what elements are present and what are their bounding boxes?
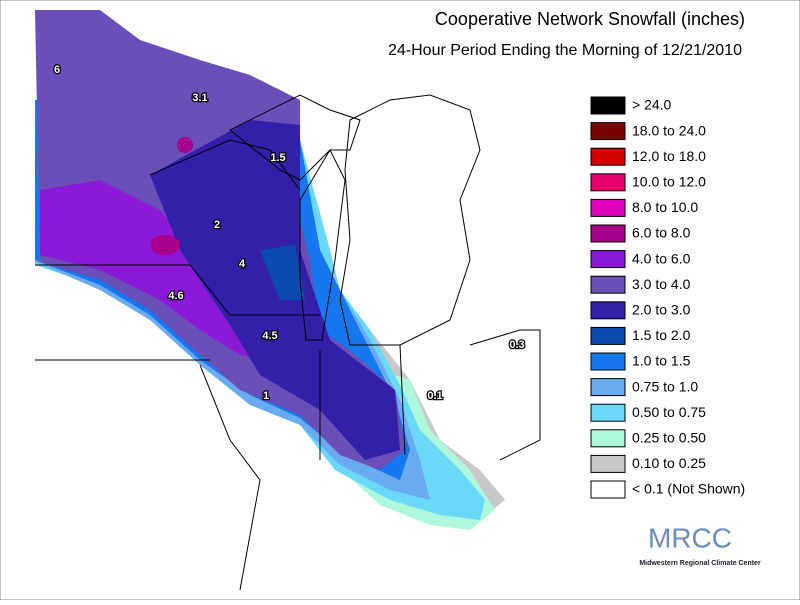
- legend-label: 1.5 to 2.0: [632, 327, 691, 343]
- legend-swatch: [590, 403, 626, 422]
- legend-label: 0.25 to 0.50: [632, 430, 706, 446]
- legend-swatch: [590, 378, 626, 397]
- map-shading: [35, 10, 505, 530]
- legend-label: 0.50 to 0.75: [632, 404, 706, 420]
- legend-swatch: [590, 122, 626, 141]
- legend-label: 4.0 to 6.0: [632, 250, 691, 266]
- legend-label: 12.0 to 18.0: [632, 148, 706, 164]
- legend-swatch: [590, 454, 626, 473]
- logo: MRCC Midwestern Regional Climate Center: [639, 522, 761, 566]
- legend-label: 10.0 to 12.0: [632, 174, 706, 190]
- legend-label: > 24.0: [632, 97, 672, 113]
- legend-swatch: [590, 198, 626, 217]
- map-label: 2: [214, 219, 220, 231]
- legend: > 24.0 18.0 to 24.0 12.0 to 18.0 10.0 to 12…: [590, 96, 745, 499]
- logo-name: MRCC: [648, 522, 732, 553]
- legend-label: 1.0 to 1.5: [632, 353, 691, 369]
- map-labels: 6 3.1 1.5 2 4 4.6 4.5 1 0.1 0.3: [53, 63, 526, 404]
- map-subtitle: 24-Hour Period Ending the Morning of 12/…: [388, 42, 742, 59]
- map-label: 3.1: [192, 92, 207, 104]
- upper-michigan: [229, 94, 361, 181]
- legend-swatch: [590, 480, 626, 499]
- legend-swatch: [590, 96, 626, 115]
- legend-label: 18.0 to 24.0: [632, 122, 706, 138]
- lower-michigan: [339, 94, 481, 346]
- legend-label: < 0.1 (Not Shown): [632, 481, 745, 497]
- map-label: 0.1: [427, 390, 442, 402]
- map-label: 1: [263, 390, 269, 402]
- legend-label: 2.0 to 3.0: [632, 302, 691, 318]
- legend-swatch: [590, 250, 626, 269]
- legend-swatch: [590, 429, 626, 448]
- map-label: 6: [54, 64, 60, 76]
- map-label: 4.6: [168, 290, 183, 302]
- map-title: Cooperative Network Snowfall (inches): [435, 9, 745, 29]
- legend-swatch: [590, 301, 626, 320]
- state-lines: [35, 94, 541, 591]
- legend-swatch: [590, 173, 626, 192]
- legend-label: 0.10 to 0.25: [632, 455, 706, 471]
- legend-swatch: [590, 352, 626, 371]
- map-label: 1.5: [270, 152, 285, 164]
- legend-label: 8.0 to 10.0: [632, 199, 698, 215]
- map-label: 4.5: [262, 330, 277, 342]
- legend-swatch: [590, 275, 626, 294]
- map-label: 0.3: [509, 339, 524, 351]
- legend-label: 3.0 to 4.0: [632, 276, 691, 292]
- legend-swatch: [590, 147, 626, 166]
- logo-subtitle: Midwestern Regional Climate Center: [639, 560, 761, 567]
- legend-label: 0.75 to 1.0: [632, 378, 698, 394]
- legend-swatch: [590, 326, 626, 345]
- legend-swatch: [590, 224, 626, 243]
- legend-label: 6.0 to 8.0: [632, 225, 691, 241]
- lake-michigan: [299, 148, 346, 341]
- map-label: 4: [239, 258, 246, 270]
